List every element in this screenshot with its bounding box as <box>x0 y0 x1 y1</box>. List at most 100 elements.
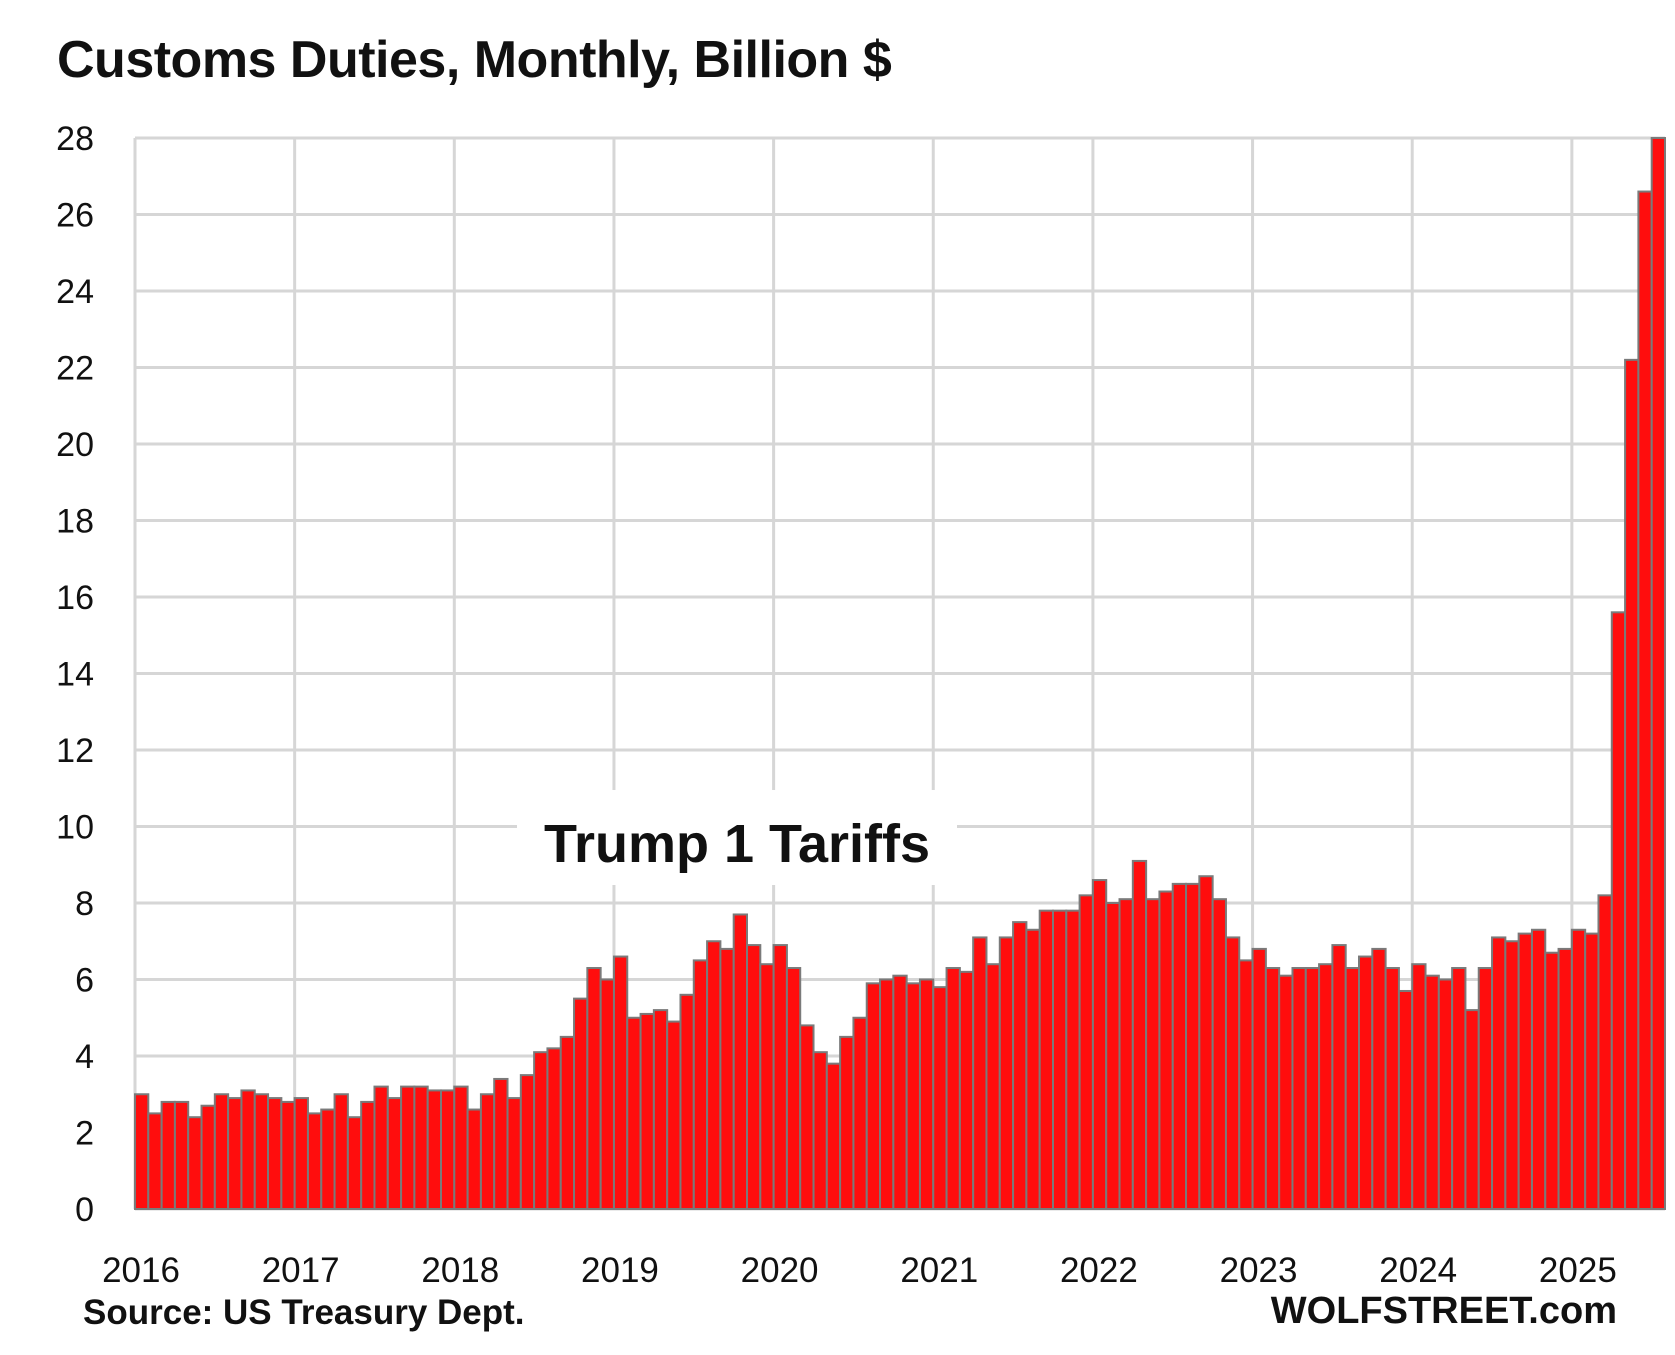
annotation-background <box>517 790 957 885</box>
source-note: Source: US Treasury Dept. <box>83 1293 525 1332</box>
y-tick-label-10: 10 <box>56 809 94 847</box>
bar-47 <box>759 963 775 1211</box>
bar-100 <box>1464 1009 1480 1210</box>
bar-11 <box>280 1100 296 1211</box>
bar-108 <box>1570 928 1587 1211</box>
y-tick-label-14: 14 <box>56 656 94 694</box>
bar-37 <box>626 1016 642 1210</box>
bar-87 <box>1291 967 1307 1211</box>
bar-8 <box>240 1089 256 1211</box>
bar-84 <box>1251 947 1267 1211</box>
bar-43 <box>706 940 722 1210</box>
bar-88 <box>1304 967 1321 1211</box>
x-tick-label-2021: 2021 <box>900 1251 978 1290</box>
x-tick-label-2023: 2023 <box>1220 1251 1298 1290</box>
bar-21 <box>413 1085 429 1210</box>
x-tick-label-2016: 2016 <box>102 1251 180 1290</box>
y-tick-label-22: 22 <box>56 350 94 388</box>
bar-50 <box>799 1024 815 1211</box>
y-tick-label-18: 18 <box>56 503 94 541</box>
bar-83 <box>1238 959 1254 1210</box>
bar-78 <box>1171 882 1188 1210</box>
bar-85 <box>1264 967 1281 1211</box>
bar-30 <box>533 1051 549 1211</box>
bar-61 <box>945 967 961 1211</box>
bar-70 <box>1065 909 1081 1211</box>
bar-69 <box>1052 909 1068 1211</box>
bar-44 <box>719 947 735 1211</box>
bar-56 <box>879 978 895 1210</box>
bar-12 <box>293 1097 309 1210</box>
x-tick-label-2022: 2022 <box>1060 1251 1138 1290</box>
bar-45 <box>732 913 749 1210</box>
bar-38 <box>639 1012 655 1210</box>
bar-53 <box>839 1035 855 1210</box>
x-axis-ticks: 2016 2017 2018 2019 2020 2021 2022 2023 2024 2025 <box>102 1251 1617 1290</box>
bars <box>134 137 1667 1211</box>
bar-92 <box>1358 955 1374 1210</box>
bar-99 <box>1451 967 1467 1211</box>
bar-76 <box>1145 898 1161 1210</box>
bar-57 <box>892 974 908 1210</box>
bar-72 <box>1091 879 1108 1210</box>
bar-16 <box>346 1116 363 1210</box>
bar-41 <box>679 993 695 1210</box>
x-tick-label-2017: 2017 <box>262 1251 340 1290</box>
bar-31 <box>546 1047 562 1210</box>
bar-89 <box>1318 963 1334 1211</box>
bar-20 <box>400 1085 416 1210</box>
brand-watermark: WOLFSTREET.com <box>1270 1290 1617 1332</box>
bar-26 <box>479 1093 496 1210</box>
bar-86 <box>1278 974 1294 1210</box>
bar-49 <box>785 967 802 1211</box>
bar-65 <box>998 936 1015 1210</box>
y-tick-label-28: 28 <box>56 120 94 158</box>
annotation: Trump 1 Tariffs <box>517 790 957 885</box>
bar-66 <box>1012 921 1028 1210</box>
bar-52 <box>825 1062 842 1211</box>
bar-67 <box>1025 928 1041 1211</box>
bar-64 <box>985 963 1001 1211</box>
bar-36 <box>612 955 629 1210</box>
bar-15 <box>333 1093 349 1210</box>
bar-77 <box>1158 890 1174 1211</box>
y-tick-label-0: 0 <box>75 1191 94 1229</box>
y-tick-label-4: 4 <box>75 1038 94 1076</box>
bar-59 <box>918 978 935 1210</box>
x-tick-label-2019: 2019 <box>581 1251 659 1290</box>
bar-58 <box>905 982 921 1211</box>
bar-111 <box>1610 611 1627 1210</box>
bar-60 <box>932 986 948 1211</box>
bar-48 <box>772 944 788 1210</box>
bar-112 <box>1624 358 1640 1211</box>
bar-28 <box>506 1097 522 1210</box>
bar-10 <box>267 1097 283 1210</box>
bar-74 <box>1118 898 1134 1210</box>
bar-63 <box>972 936 988 1210</box>
bar-51 <box>812 1051 828 1211</box>
bar-25 <box>466 1108 482 1211</box>
bar-32 <box>559 1035 576 1210</box>
bar-114 <box>1650 137 1667 1210</box>
bar-81 <box>1211 898 1227 1210</box>
bar-73 <box>1105 902 1121 1210</box>
bar-107 <box>1557 947 1573 1211</box>
bar-1 <box>147 1112 163 1210</box>
bar-42 <box>692 959 709 1210</box>
bar-75 <box>1131 859 1148 1210</box>
y-tick-label-2: 2 <box>75 1115 94 1153</box>
bar-101 <box>1477 967 1494 1211</box>
bar-55 <box>865 982 882 1211</box>
bar-94 <box>1384 967 1400 1211</box>
bar-79 <box>1185 882 1201 1210</box>
bar-6 <box>213 1093 230 1210</box>
annotation-trump-1-tariffs: Trump 1 Tariffs <box>544 814 930 874</box>
y-tick-label-6: 6 <box>75 962 94 1000</box>
y-tick-label-16: 16 <box>56 579 94 617</box>
bar-62 <box>958 970 975 1210</box>
y-tick-label-24: 24 <box>56 273 94 311</box>
bar-34 <box>586 967 602 1211</box>
y-tick-label-26: 26 <box>56 197 94 235</box>
